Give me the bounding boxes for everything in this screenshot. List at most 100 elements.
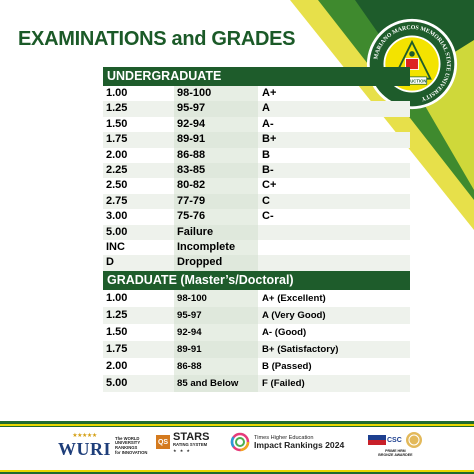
grade-cell: 1.50 <box>106 117 128 130</box>
csc-caption-2: BRONZE AWARDEE <box>378 453 413 457</box>
table-row: 1.00 98-100 A+ (Excellent) <box>103 289 410 307</box>
grade-cell: 2.50 <box>106 179 128 192</box>
range-cell: 89-91 <box>174 132 258 148</box>
range-cell: 86-88 <box>174 358 258 376</box>
equivalent-cell: A+ <box>262 87 277 99</box>
range-cell: 92-94 <box>174 323 258 341</box>
the-line-2: Impact Rankings 2024 <box>254 439 345 450</box>
grade-cell: 1.00 <box>106 291 128 304</box>
wuri-name: WURI <box>58 439 112 459</box>
page-title: EXAMINATIONS and GRADES <box>18 28 296 50</box>
wuri-logo: ★★★★★ WURI The WORLD UNIVERSITY RANKINGS… <box>58 432 147 460</box>
the-line-1: Times Higher Education <box>254 434 314 441</box>
table-row: 5.00 Failure <box>103 224 410 240</box>
range-cell: 98-100 <box>174 86 258 102</box>
grade-cell: 1.25 <box>103 306 174 324</box>
wuri-caption-1: The WORLD <box>115 435 140 441</box>
equivalent-cell: B <box>262 148 270 161</box>
qs-badge: QS <box>156 435 170 450</box>
table-row: 1.00 98-100 A+ <box>103 86 410 102</box>
range-cell: 80-82 <box>174 178 258 194</box>
equivalent-cell <box>258 255 410 271</box>
grade-cell: 1.75 <box>103 340 174 359</box>
grade-cell: 1.75 <box>103 132 174 148</box>
grade-cell: 2.00 <box>106 360 128 373</box>
undergraduate-rows: 1.00 98-100 A+ 1.25 95-97 A 1.50 92-94 A- 1.75 89-… <box>103 86 410 271</box>
grade-cell: 3.00 <box>106 210 128 223</box>
equivalent-cell: B+ (Satisfactory) <box>258 340 410 359</box>
bronze-medal-icon <box>405 432 422 448</box>
grade-cell: 5.00 <box>103 375 174 393</box>
table-row: 1.50 92-94 A- (Good) <box>103 323 410 341</box>
range-cell: 98-100 <box>174 289 258 307</box>
table-row: 1.75 89-91 B+ <box>103 132 410 148</box>
wuri-caption-4: for INNOVATION <box>115 449 148 455</box>
wuri-caption-2: UNIVERSITY <box>115 440 141 446</box>
grade-cell: 2.00 <box>106 148 128 161</box>
equivalent-cell: B (Passed) <box>262 361 312 373</box>
csc-caption-1: PRIME HRM <box>385 449 406 453</box>
table-row: 1.25 95-97 A <box>103 101 410 117</box>
table-row: 2.00 86-88 B <box>103 147 410 163</box>
table-row: 2.75 77-79 C <box>103 193 410 210</box>
equivalent-cell: C- <box>262 210 274 223</box>
table-row: 2.50 80-82 C+ <box>103 178 410 194</box>
equivalent-cell <box>258 224 410 240</box>
equivalent-cell: B- <box>258 162 410 179</box>
equivalent-cell: A+ (Excellent) <box>262 292 326 304</box>
grade-cell: 2.25 <box>103 162 174 179</box>
csc-prime-hrm-logo: CSC PRIME HRM BRONZE AWARDEE <box>368 431 423 457</box>
table-row: 2.25 83-85 B- <box>103 162 410 179</box>
qs-stars-name: STARS <box>173 431 210 443</box>
table-row: 1.75 89-91 B+ (Satisfactory) <box>103 340 410 359</box>
equivalent-cell: A <box>258 101 410 117</box>
range-cell: 89-91 <box>174 340 258 359</box>
table-row: 1.25 95-97 A (Very Good) <box>103 306 410 324</box>
university-seal-icon: MARIANO MARCOS MEMORIAL STATE UNIVERSITY… <box>366 18 458 110</box>
the-impact-logo: Times Higher Education Impact Rankings 2… <box>230 432 344 452</box>
grade-cell: 1.25 <box>103 101 174 117</box>
graduate-heading: GRADUATE (Master’s/Doctoral) <box>103 270 410 290</box>
equivalent-cell: C+ <box>262 179 277 192</box>
equivalent-cell: C <box>258 193 410 210</box>
csc-badge: CSC <box>387 436 402 444</box>
grade-cell: 5.00 <box>103 224 174 240</box>
equivalent-cell <box>258 240 410 255</box>
impact-rankings-icon <box>230 432 250 452</box>
qs-stars-logo: QS STARS RATING SYSTEM ★ ★ ★ <box>156 432 209 453</box>
csc-emblem-icon <box>368 435 386 445</box>
range-cell: 83-85 <box>174 162 258 179</box>
range-cell: 77-79 <box>174 193 258 210</box>
range-cell: 95-97 <box>174 101 258 117</box>
grade-cell: 1.00 <box>106 87 128 99</box>
graduate-rows: 1.00 98-100 A+ (Excellent) 1.25 95-97 A (Very… <box>103 289 410 393</box>
range-cell: 92-94 <box>174 116 258 133</box>
equivalent-cell: A- (Good) <box>262 326 307 338</box>
wuri-caption-3: RANKINGS <box>115 445 138 450</box>
equivalent-cell: A (Very Good) <box>258 306 410 324</box>
equivalent-cell: A- <box>262 117 274 130</box>
range-cell: 86-88 <box>174 147 258 163</box>
range-cell: 75-76 <box>174 209 258 225</box>
grade-cell: 1.50 <box>106 325 128 338</box>
grade-cell: D <box>103 255 174 271</box>
equivalent-cell: F (Failed) <box>258 375 410 393</box>
range-cell: Dropped <box>174 255 258 271</box>
range-cell: 85 and Below <box>174 375 258 393</box>
undergraduate-heading: UNDERGRADUATE <box>103 67 410 86</box>
range-cell: Failure <box>174 224 258 240</box>
equivalent-cell: B+ <box>258 132 410 148</box>
table-row: 2.00 86-88 B (Passed) <box>103 358 410 376</box>
grade-cell: 2.75 <box>103 193 174 210</box>
table-row: D Dropped <box>103 255 410 271</box>
table-row: INC Incomplete <box>103 239 410 256</box>
wuri-stars-icon: ★★★★★ <box>72 433 97 439</box>
footer-band <box>0 421 474 474</box>
seal-inner-text: INSTRUCTION <box>398 78 427 83</box>
table-row: 3.00 75-76 C- <box>103 209 410 225</box>
table-row: 1.50 92-94 A- <box>103 116 410 133</box>
grades-table: UNDERGRADUATE 1.00 98-100 A+ 1.25 95-97 A 1.50… <box>103 67 410 393</box>
table-row: 5.00 85 and Below F (Failed) <box>103 375 410 393</box>
qs-star-dots: ★ ★ ★ <box>173 447 191 453</box>
qs-caption: RATING SYSTEM <box>173 442 208 447</box>
